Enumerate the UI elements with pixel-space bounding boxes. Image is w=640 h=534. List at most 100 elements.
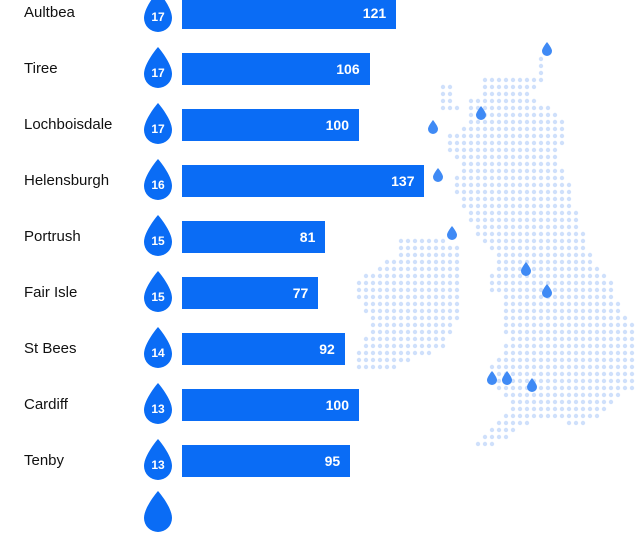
map-dot bbox=[412, 329, 418, 335]
map-dot bbox=[531, 77, 537, 83]
map-dot bbox=[503, 343, 509, 349]
map-dot bbox=[594, 294, 600, 300]
map-dot bbox=[391, 343, 397, 349]
map-dot bbox=[531, 196, 537, 202]
map-dot bbox=[545, 105, 551, 111]
map-dot bbox=[510, 189, 516, 195]
map-dot bbox=[538, 294, 544, 300]
map-dot bbox=[524, 154, 530, 160]
map-dot bbox=[517, 112, 523, 118]
map-dot bbox=[545, 259, 551, 265]
map-dot bbox=[601, 287, 607, 293]
map-dot bbox=[587, 343, 593, 349]
map-dot bbox=[419, 350, 425, 356]
map-dot bbox=[468, 182, 474, 188]
map-dot bbox=[615, 357, 621, 363]
map-dot bbox=[524, 315, 530, 321]
map-dot bbox=[454, 294, 460, 300]
map-dot bbox=[517, 364, 523, 370]
map-dot bbox=[552, 371, 558, 377]
map-dot bbox=[615, 371, 621, 377]
map-dot bbox=[461, 147, 467, 153]
map-dot bbox=[573, 385, 579, 391]
map-dot bbox=[566, 406, 572, 412]
map-dot bbox=[566, 329, 572, 335]
map-dot bbox=[559, 322, 565, 328]
map-dot bbox=[517, 245, 523, 251]
map-dot bbox=[608, 364, 614, 370]
map-dot bbox=[510, 427, 516, 433]
map-dot bbox=[398, 252, 404, 258]
category-label: Aultbea bbox=[24, 4, 75, 21]
map-dot bbox=[440, 329, 446, 335]
map-dot bbox=[461, 189, 467, 195]
drop-value: 13 bbox=[151, 402, 165, 416]
map-dot bbox=[503, 238, 509, 244]
map-dot bbox=[559, 259, 565, 265]
map-dot bbox=[398, 336, 404, 342]
bar: 92 bbox=[182, 333, 345, 365]
map-dot bbox=[517, 154, 523, 160]
map-dot bbox=[517, 273, 523, 279]
map-dot bbox=[503, 140, 509, 146]
map-dot bbox=[615, 301, 621, 307]
map-dot bbox=[503, 287, 509, 293]
map-dot bbox=[608, 308, 614, 314]
map-dot bbox=[531, 273, 537, 279]
map-dot bbox=[601, 322, 607, 328]
map-dot bbox=[545, 238, 551, 244]
map-dot bbox=[440, 238, 446, 244]
map-dot bbox=[552, 350, 558, 356]
map-dot bbox=[447, 329, 453, 335]
map-dot bbox=[384, 343, 390, 349]
map-dot bbox=[629, 329, 635, 335]
map-dot bbox=[594, 385, 600, 391]
map-dot bbox=[517, 287, 523, 293]
map-dot bbox=[475, 203, 481, 209]
map-dot bbox=[517, 399, 523, 405]
map-dot bbox=[468, 168, 474, 174]
map-dot bbox=[524, 175, 530, 181]
map-dot bbox=[580, 364, 586, 370]
map-dot bbox=[608, 294, 614, 300]
map-dot bbox=[447, 287, 453, 293]
map-dot bbox=[468, 98, 474, 104]
map-dot bbox=[538, 112, 544, 118]
map-dot bbox=[503, 273, 509, 279]
map-dot bbox=[573, 231, 579, 237]
map-dot bbox=[398, 266, 404, 272]
map-dot bbox=[531, 161, 537, 167]
map-dot bbox=[580, 315, 586, 321]
map-dot bbox=[552, 399, 558, 405]
map-dot bbox=[510, 315, 516, 321]
map-dot bbox=[580, 273, 586, 279]
map-dot bbox=[559, 126, 565, 132]
map-dot bbox=[566, 420, 572, 426]
map-dot bbox=[496, 77, 502, 83]
map-dot bbox=[559, 245, 565, 251]
drop-value: 17 bbox=[151, 10, 165, 24]
map-dot bbox=[566, 273, 572, 279]
map-dot bbox=[629, 364, 635, 370]
map-dot bbox=[447, 133, 453, 139]
map-dot bbox=[587, 371, 593, 377]
map-dot bbox=[433, 238, 439, 244]
map-dot bbox=[426, 315, 432, 321]
bar-value-label: 100 bbox=[325, 397, 349, 413]
map-dot bbox=[496, 238, 502, 244]
map-dot bbox=[552, 210, 558, 216]
map-dot bbox=[517, 378, 523, 384]
map-dot bbox=[538, 413, 544, 419]
map-dot bbox=[377, 357, 383, 363]
map-dot bbox=[398, 357, 404, 363]
map-dot bbox=[496, 91, 502, 97]
map-dot bbox=[391, 273, 397, 279]
map-dot bbox=[552, 189, 558, 195]
map-dot bbox=[426, 238, 432, 244]
map-dot bbox=[615, 378, 621, 384]
map-dot bbox=[524, 364, 530, 370]
map-dot bbox=[587, 280, 593, 286]
map-dot bbox=[552, 364, 558, 370]
map-dot bbox=[531, 259, 537, 265]
category-label: Helensburgh bbox=[24, 172, 110, 189]
